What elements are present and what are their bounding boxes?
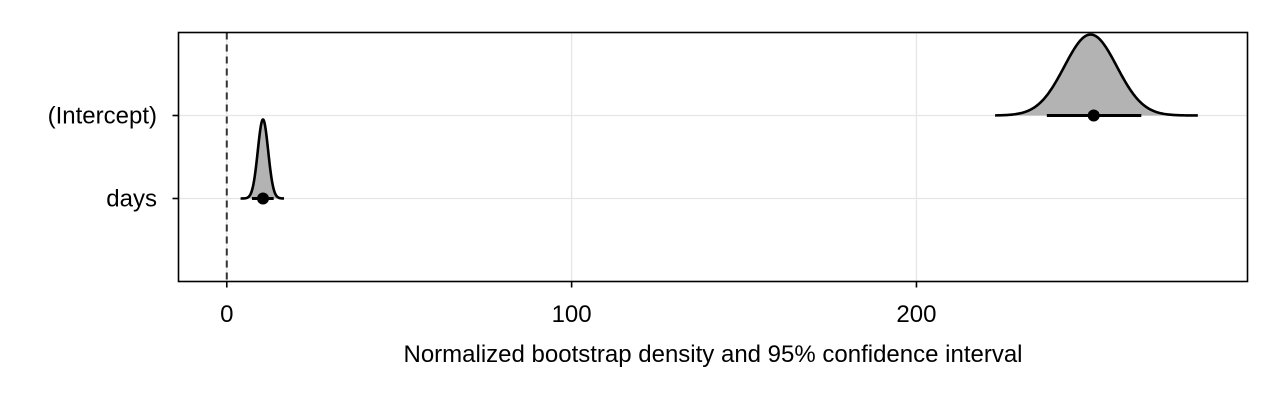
- x-axis-ticks: 0 100 200: [220, 281, 936, 328]
- x-axis-title: Normalized bootstrap density and 95% con…: [403, 341, 1022, 368]
- density-fill: [995, 34, 1198, 116]
- density-fill: [240, 119, 285, 199]
- y-tick-label: days: [106, 186, 157, 213]
- density-curve: [239, 118, 286, 200]
- x-tick-label: 100: [552, 301, 592, 328]
- x-tick-label: 200: [896, 301, 936, 328]
- point-estimate: [256, 192, 269, 205]
- density-marks: [239, 33, 1198, 205]
- point-estimate: [1087, 109, 1100, 122]
- plot-frame: [177, 31, 1249, 283]
- y-tick-label: (Intercept): [48, 103, 157, 130]
- x-tick-label: 0: [220, 301, 233, 328]
- y-axis-ticks: (Intercept) days: [48, 103, 179, 213]
- density-curve: [995, 33, 1198, 117]
